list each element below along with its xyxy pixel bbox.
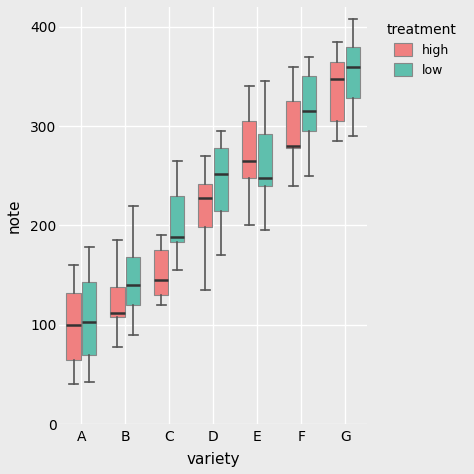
PathPatch shape — [302, 76, 316, 131]
PathPatch shape — [346, 46, 360, 98]
PathPatch shape — [242, 121, 256, 178]
PathPatch shape — [170, 196, 184, 242]
PathPatch shape — [66, 293, 81, 360]
PathPatch shape — [330, 62, 345, 121]
Y-axis label: note: note — [7, 198, 22, 233]
PathPatch shape — [214, 148, 228, 210]
X-axis label: variety: variety — [187, 452, 240, 467]
PathPatch shape — [286, 101, 301, 148]
PathPatch shape — [110, 287, 125, 317]
PathPatch shape — [126, 257, 140, 305]
PathPatch shape — [82, 282, 96, 355]
Legend: high, low: high, low — [376, 13, 466, 87]
PathPatch shape — [155, 250, 168, 295]
PathPatch shape — [258, 134, 272, 186]
PathPatch shape — [199, 184, 212, 228]
